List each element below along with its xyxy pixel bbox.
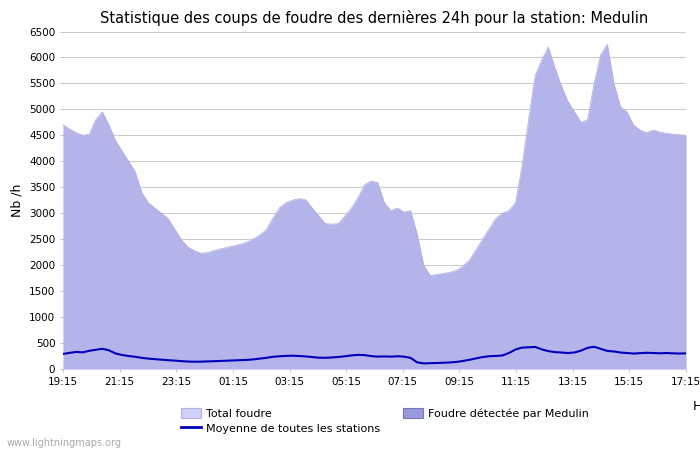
Text: Heure: Heure xyxy=(693,400,700,413)
Legend: Total foudre, Moyenne de toutes les stations, Foudre détectée par Medulin: Total foudre, Moyenne de toutes les stat… xyxy=(181,408,589,434)
Y-axis label: Nb /h: Nb /h xyxy=(10,184,24,217)
Text: www.lightningmaps.org: www.lightningmaps.org xyxy=(7,438,122,448)
Title: Statistique des coups de foudre des dernières 24h pour la station: Medulin: Statistique des coups de foudre des dern… xyxy=(100,10,649,26)
